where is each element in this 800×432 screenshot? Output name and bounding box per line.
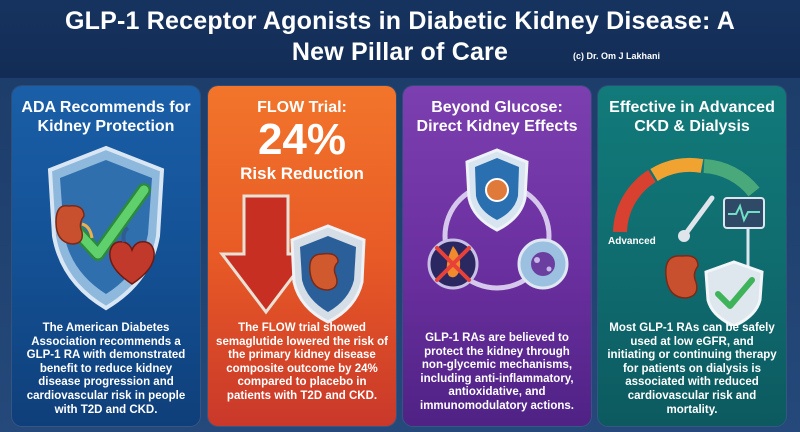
- gauge-label: Advanced: [608, 236, 656, 247]
- credit-text: (c) Dr. Om J Lakhani: [572, 51, 660, 61]
- card-body: Most GLP-1 RAs can be safely used at low…: [607, 322, 777, 416]
- card-advanced-ckd: Effective in Advanced CKD & Dialysis: [598, 86, 786, 426]
- shield-icon: [465, 148, 529, 232]
- kidney-icon: [55, 204, 94, 245]
- card-ada: ADA Recommends for Kidney Protection The…: [12, 86, 200, 426]
- card-body: The American Diabetes Association recomm…: [26, 322, 186, 416]
- card-subtitle: Risk Reduction: [240, 164, 364, 183]
- percent-value: 24%: [257, 115, 347, 164]
- header: GLP-1 Receptor Agonists in Diabetic Kidn…: [0, 0, 800, 78]
- shield-icon: [47, 145, 165, 311]
- card-body: GLP-1 RAs are believed to protect the ki…: [420, 332, 574, 412]
- panels-area: ADA Recommends for Kidney Protection The…: [0, 78, 800, 432]
- card-flow: FLOW Trial: 24% Risk Reduction The FLOW …: [208, 86, 396, 426]
- gauge-icon: [613, 157, 760, 242]
- card-body: The FLOW trial showed semaglutide lowere…: [216, 322, 388, 402]
- kidney-icon: [309, 252, 339, 291]
- no-inflammation-icon: [427, 238, 479, 290]
- card-title: Effective in Advanced CKD & Dialysis: [609, 99, 775, 135]
- kidney-icon: [665, 254, 699, 299]
- card-title: Beyond Glucose: Direct Kidney Effects: [416, 99, 578, 135]
- cell-icon: [517, 238, 569, 290]
- page-title: GLP-1 Receptor Agonists in Diabetic Kidn…: [64, 7, 735, 66]
- shield-check-icon: [704, 260, 764, 326]
- heart-icon: [109, 226, 155, 285]
- down-arrow-icon: [218, 194, 314, 315]
- card-title: ADA Recommends for Kidney Protection: [21, 99, 191, 135]
- card-beyond-glucose: Beyond Glucose: Direct Kidney Effects GL…: [403, 86, 591, 426]
- card-title: FLOW Trial:: [257, 99, 347, 116]
